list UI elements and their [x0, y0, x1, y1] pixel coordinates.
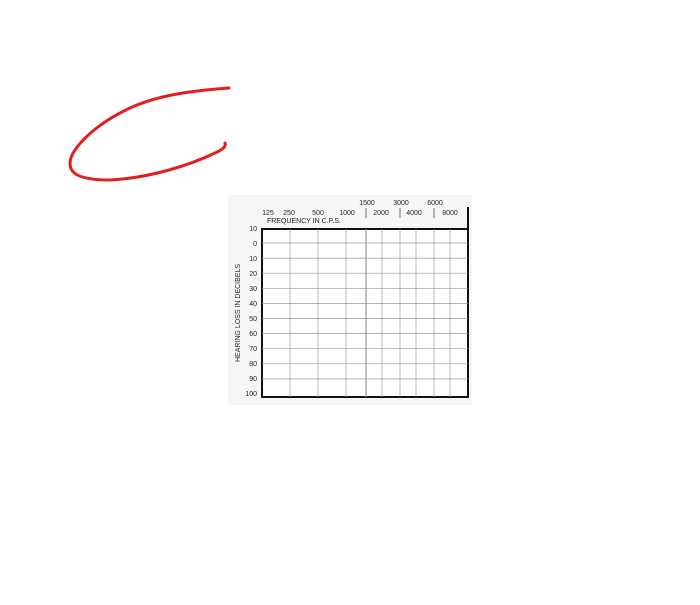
db-label: 50	[249, 316, 257, 323]
db-label: 100	[245, 391, 257, 398]
db-label: 90	[249, 376, 257, 383]
db-label: 10	[249, 256, 257, 263]
db-label: 10	[249, 226, 257, 233]
db-label: 30	[249, 286, 257, 293]
x-label: FREQUENCY IN C.P.S.	[267, 218, 341, 225]
frequency-label: 6000	[427, 200, 443, 207]
db-label: 20	[249, 271, 257, 278]
db-label: 70	[249, 346, 257, 353]
db-label: 60	[249, 331, 257, 338]
frequency-label: 4000	[406, 210, 422, 217]
frequency-label: 500	[312, 210, 324, 217]
db-label: 0	[253, 241, 257, 248]
frequency-label: 250	[283, 210, 295, 217]
frequency-label: 3000	[393, 200, 409, 207]
db-label: 80	[249, 361, 257, 368]
red-pen-stroke	[68, 86, 231, 182]
grid-frame	[261, 228, 469, 398]
y-label: HEARING LOSS IN DECIBELS	[235, 264, 242, 362]
frequency-label: 1500	[359, 200, 375, 207]
frequency-label: 8000	[442, 210, 458, 217]
frequency-label: 1000	[339, 210, 355, 217]
frequency-label: 2000	[373, 210, 389, 217]
db-label: 40	[249, 301, 257, 308]
frequency-label: 125	[262, 210, 274, 217]
